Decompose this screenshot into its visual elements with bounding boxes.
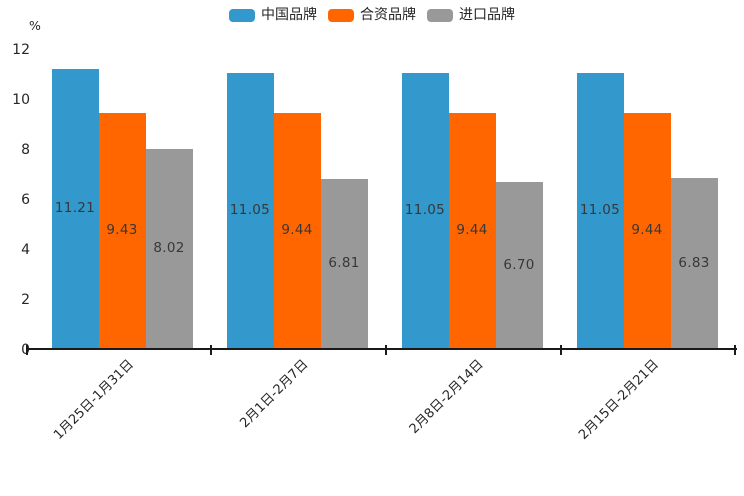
- bar: 9.44: [623, 113, 671, 349]
- y-axis-tick-label: 8: [21, 142, 30, 158]
- bar-value-label: 11.05: [229, 202, 271, 219]
- x-axis-category-label: 2月15日-2月21日: [575, 357, 662, 443]
- legend-swatch: [229, 8, 255, 22]
- bar-value-label: 6.81: [328, 255, 360, 272]
- bar: 11.05: [401, 72, 449, 349]
- y-axis-unit-label: %: [29, 18, 41, 33]
- bar: 9.44: [448, 113, 496, 349]
- legend-item: 中国品牌: [229, 8, 317, 22]
- bar-value-label: 6.70: [503, 256, 535, 273]
- y-axis-tick-label: 4: [21, 242, 30, 258]
- bar: 9.43: [98, 113, 146, 349]
- bar: 9.44: [273, 113, 321, 349]
- bar: 6.70: [495, 181, 543, 349]
- legend-swatch: [427, 8, 453, 22]
- x-axis-tick: [210, 345, 212, 355]
- bar: 11.21: [51, 68, 99, 349]
- bar-value-label: 8.02: [153, 240, 185, 256]
- x-axis-tick: [26, 345, 28, 355]
- legend-label: 合资品牌: [360, 7, 416, 23]
- bar-value-label: 11.05: [404, 202, 446, 219]
- x-axis-tick: [560, 345, 562, 355]
- bar-value-label: 9.44: [631, 222, 663, 239]
- y-axis-tick-label: 6: [21, 192, 30, 208]
- legend-label: 进口品牌: [459, 7, 515, 23]
- legend-swatch: [328, 8, 354, 22]
- bar-value-label: 9.44: [281, 222, 313, 239]
- bar: 11.05: [576, 72, 624, 349]
- legend-item: 合资品牌: [328, 8, 416, 22]
- x-axis-tick: [385, 345, 387, 355]
- x-axis-category-label: 1月25日-1月31日: [50, 357, 137, 443]
- y-axis-tick-label: 12: [12, 42, 30, 58]
- bar-value-label: 9.43: [106, 222, 138, 239]
- bar: 6.81: [320, 178, 368, 349]
- y-axis-tick-label: 2: [21, 292, 30, 308]
- bar-value-label: 11.21: [54, 200, 96, 217]
- y-axis-tick-label: 10: [12, 92, 30, 108]
- bar-value-label: 9.44: [456, 222, 488, 239]
- bar-value-label: 6.83: [678, 254, 710, 271]
- x-axis-tick: [734, 345, 736, 355]
- x-axis-category-label: 2月1日-2月7日: [237, 357, 312, 432]
- y-axis-tick-label: 0: [0, 343, 30, 357]
- x-axis-category-label: 2月8日-2月14日: [406, 357, 487, 437]
- bar: 11.05: [226, 72, 274, 349]
- x-axis-line: [27, 348, 737, 350]
- bar: 8.02: [145, 148, 193, 349]
- bar-value-label: 11.05: [579, 202, 621, 219]
- bar: 6.83: [670, 178, 718, 349]
- legend-item: 进口品牌: [427, 8, 515, 22]
- legend: 中国品牌 合资品牌 进口品牌: [0, 8, 744, 22]
- legend-label: 中国品牌: [261, 7, 317, 23]
